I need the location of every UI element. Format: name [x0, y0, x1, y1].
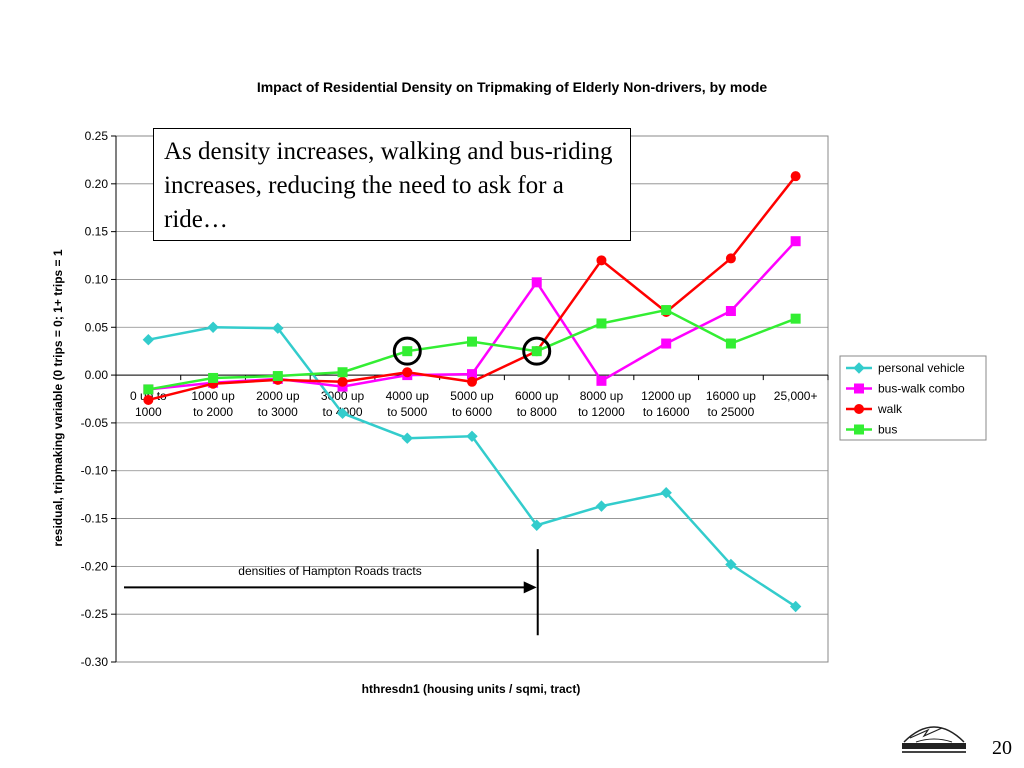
data-point-bus-walk-combo	[790, 236, 801, 247]
x-tick-label: 2000 up to 3000	[256, 389, 300, 419]
y-tick-label: 0.15	[85, 225, 109, 239]
data-point-bus	[467, 336, 477, 347]
data-point-personal-vehicle	[142, 333, 155, 346]
data-point-bus	[596, 318, 607, 329]
data-point-personal-vehicle	[725, 558, 737, 571]
y-tick-label: 0.25	[85, 129, 109, 143]
legend-entry-bus-walk-combo: bus-walk combo	[878, 382, 965, 396]
x-tick-label: 5000 up to 6000	[450, 389, 494, 419]
data-point-personal-vehicle	[466, 430, 478, 443]
y-tick-label: -0.25	[81, 607, 109, 621]
legend-marker-bus-walk-combo	[854, 383, 864, 394]
chart-title: Impact of Residential Density on Tripmak…	[257, 79, 768, 95]
annotation-arrowhead	[523, 581, 537, 594]
y-tick-label: 0.05	[85, 320, 109, 334]
x-tick-label: 16000 up to 25000	[706, 389, 756, 419]
legend-entry-personal-vehicle: personal vehicle	[878, 361, 965, 375]
y-tick-label: -0.05	[81, 416, 109, 430]
legend: personal vehicle bus-walk combo walk bus	[839, 355, 987, 441]
data-point-bus	[790, 313, 801, 324]
legend-entry-walk: walk	[877, 402, 903, 416]
data-point-bus-walk-combo	[596, 375, 607, 386]
x-tick-label: 6000 up to 8000	[515, 389, 559, 419]
data-point-bus	[272, 371, 283, 382]
y-tick-label: -0.30	[81, 655, 109, 669]
data-point-bus	[402, 346, 413, 357]
highlight-circle	[392, 336, 422, 366]
data-point-bus-walk-combo	[661, 338, 672, 349]
data-point-personal-vehicle	[531, 519, 543, 531]
legend-entry-bus: bus	[878, 423, 897, 437]
y-tick-label: 0.00	[85, 368, 109, 382]
data-point-walk	[596, 255, 607, 266]
data-point-personal-vehicle	[336, 407, 349, 420]
data-point-bus-walk-combo	[725, 306, 736, 317]
y-tick-label: -0.20	[81, 559, 109, 573]
data-point-personal-vehicle	[595, 500, 608, 512]
data-point-personal-vehicle	[660, 487, 672, 499]
data-point-walk	[467, 376, 477, 387]
data-point-bus-walk-combo	[531, 277, 542, 288]
data-point-walk	[790, 171, 801, 182]
data-point-bus	[661, 305, 672, 316]
x-tick-label: 1000 up to 2000	[191, 389, 235, 419]
legend-box	[839, 355, 987, 441]
x-tick-label: 4000 up to 5000	[386, 389, 430, 419]
x-tick-label: 25,000+	[774, 389, 818, 403]
x-axis-label: hthresdn1 (housing units / sqmi, tract)	[362, 682, 581, 696]
data-point-bus	[725, 338, 736, 349]
legend-marker-personal-vehicle	[853, 362, 865, 374]
data-point-personal-vehicle	[207, 321, 219, 333]
y-tick-label: -0.10	[81, 464, 109, 478]
data-point-personal-vehicle	[272, 322, 284, 334]
data-point-walk	[143, 394, 154, 405]
data-point-bus	[337, 367, 348, 378]
legend-marker-walk	[854, 404, 864, 414]
annotation-label: densities of Hampton Roads tracts	[238, 564, 421, 578]
data-point-bus	[531, 346, 542, 357]
data-point-walk	[337, 376, 348, 387]
data-point-bus	[208, 372, 219, 383]
data-point-personal-vehicle	[789, 600, 802, 613]
y-tick-label: 0.20	[85, 177, 109, 191]
callout-text-box: As density increases, walking and bus-ri…	[153, 128, 631, 241]
data-point-walk	[402, 367, 413, 378]
highlight-circle	[522, 336, 552, 366]
x-tick-label: 12000 up to 16000	[641, 389, 691, 419]
y-tick-label: 0.10	[85, 272, 109, 286]
data-point-bus	[143, 384, 154, 395]
y-axis-label: residual, tripmaking variable (0 trips =…	[51, 249, 65, 546]
data-point-personal-vehicle	[401, 432, 413, 444]
x-tick-label: 8000 up to 12000	[578, 389, 625, 419]
hampton-roads-logo-icon	[902, 726, 966, 753]
y-tick-label: -0.15	[81, 512, 109, 526]
data-point-walk	[725, 253, 736, 264]
legend-marker-bus	[854, 424, 864, 435]
page-number: 20	[992, 737, 1012, 759]
